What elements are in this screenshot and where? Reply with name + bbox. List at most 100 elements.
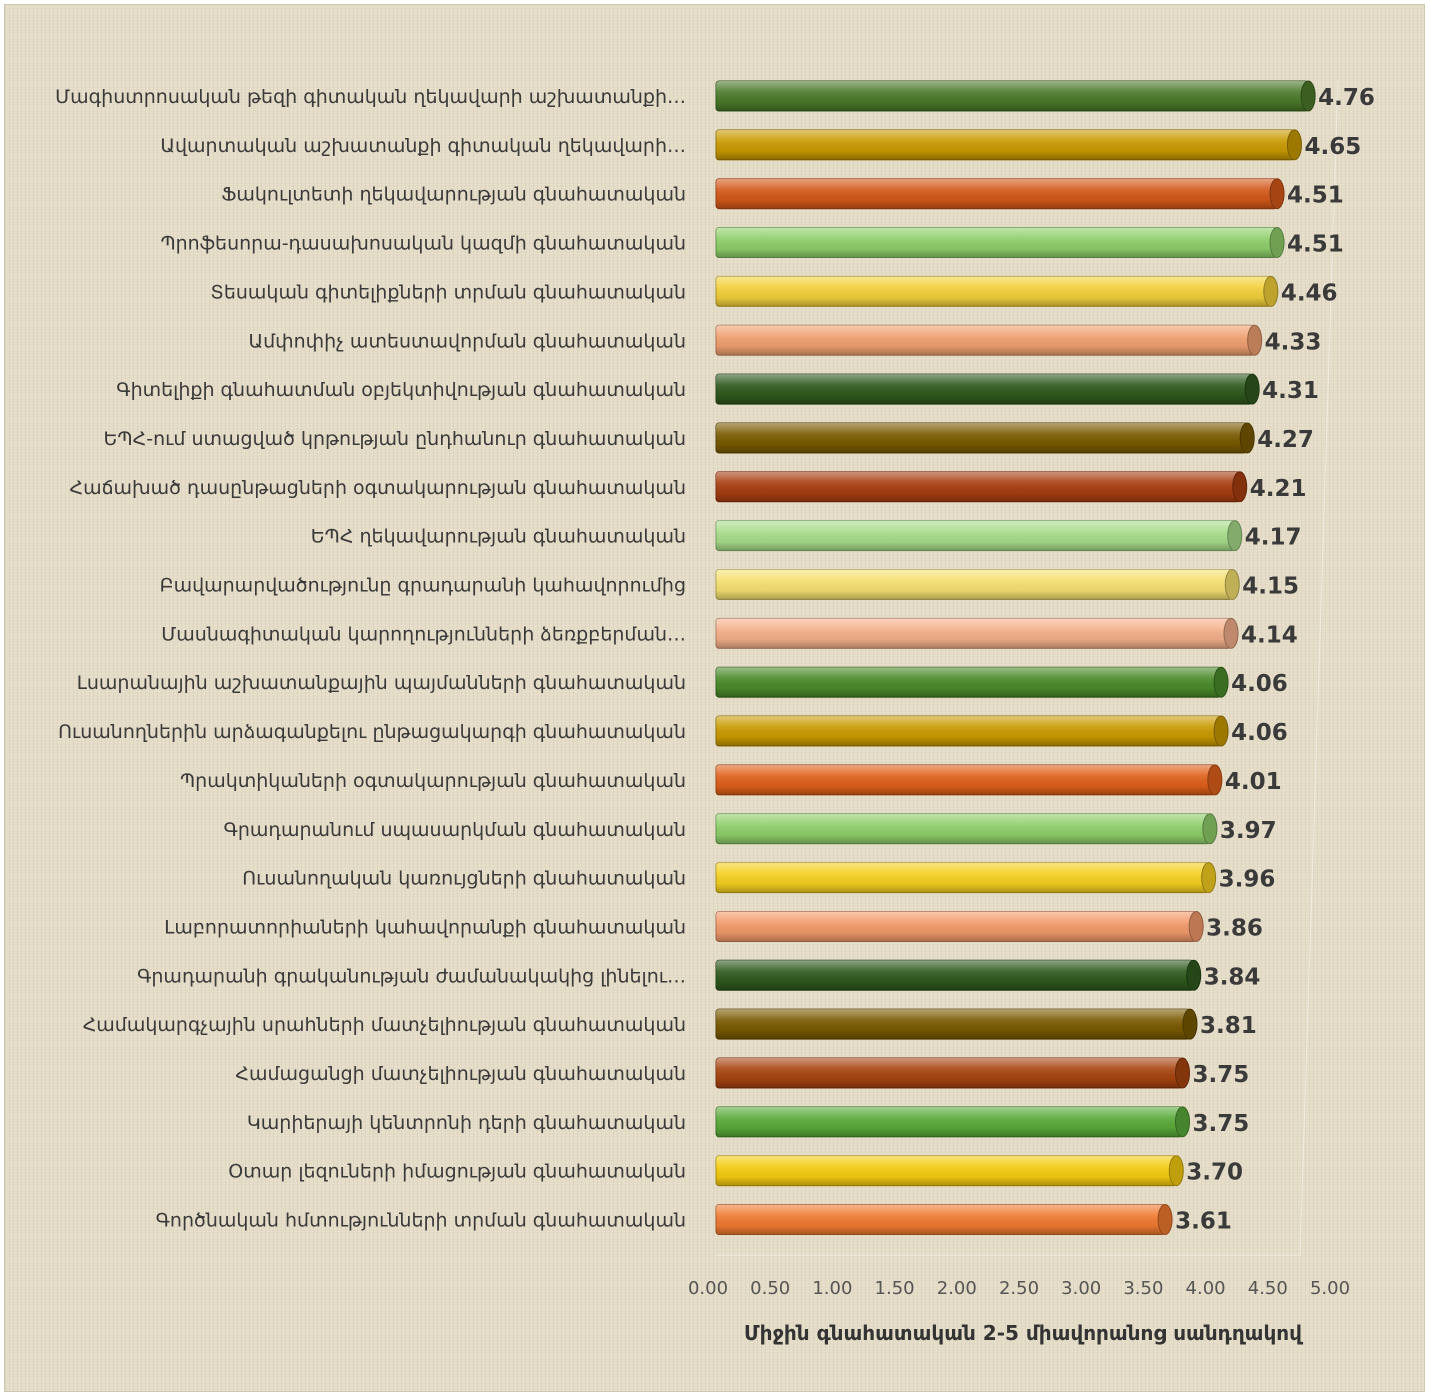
x-tick-label: 4.50 — [1248, 1278, 1288, 1299]
category-label: Մասնագիտական կարողությունների ձեռքբերման… — [161, 623, 686, 645]
x-tick-label: 2.50 — [999, 1278, 1039, 1299]
bar-sheen — [716, 520, 1235, 551]
bar — [715, 178, 1285, 210]
x-tick-label: 3.50 — [1123, 1278, 1163, 1299]
bars-group — [715, 80, 1316, 1236]
bar-cap — [1227, 520, 1243, 552]
bar-sheen — [716, 129, 1295, 160]
value-label: 4.01 — [1225, 769, 1282, 795]
bar-sheen — [716, 325, 1255, 356]
bar-cap — [1207, 764, 1223, 796]
bar-sheen — [716, 618, 1232, 649]
bar-cap — [1239, 422, 1255, 454]
plot-area-frame — [716, 79, 1339, 1256]
value-label: 3.75 — [1193, 1111, 1250, 1137]
bar-cap — [1223, 617, 1239, 649]
x-tick-label: 5.00 — [1310, 1278, 1350, 1299]
bar-sheen — [716, 667, 1222, 698]
category-label: Գործնական հմտությունների տրման գնահատակա… — [156, 1210, 686, 1232]
bar-sheen — [716, 1058, 1183, 1088]
category-label: Պրակտիկաների օգտակարության գնահատական — [180, 770, 686, 792]
bar-cap — [1213, 666, 1229, 698]
bar-cap — [1186, 959, 1202, 991]
x-tick-labels: 0.00 0.50 1.00 1.50 2.00 2.50 3.00 3.50 4.00 4.50… — [688, 1278, 1350, 1299]
value-label: 4.65 — [1304, 134, 1361, 160]
bar-sheen — [716, 422, 1248, 453]
bar — [715, 862, 1217, 894]
bar — [715, 129, 1302, 161]
bar — [715, 813, 1218, 845]
bar — [715, 520, 1243, 552]
category-label: Ֆակուլտետի ղեկավարության գնահատական — [221, 184, 686, 206]
category-label: Համակարգչային սրահների մատչելիության գնա… — [83, 1014, 686, 1036]
category-label: Լաբորատորիաների կահավորանքի գնահատական — [164, 916, 686, 938]
category-label: Ավարտական աշխատանքի գիտական ղեկավարի… — [160, 135, 686, 157]
bar-sheen — [716, 471, 1240, 502]
category-label: Ուսանողական կառույցների գնահատական — [242, 868, 686, 890]
category-label: Ամփոփիչ ատեստավորման գնահատական — [249, 330, 686, 352]
bar-cap — [1213, 715, 1229, 747]
value-labels: 4.76 4.65 4.51 4.51 4.46 4.33 4.31 4.27 4.21 4.17… — [1175, 85, 1375, 1235]
bar-sheen — [716, 960, 1194, 991]
bar — [715, 1204, 1173, 1236]
bar-sheen — [716, 81, 1309, 111]
value-label: 4.31 — [1262, 378, 1319, 404]
category-label: Բավարարվածությունը գրադարանի կահավորումի… — [160, 575, 686, 597]
bar — [715, 1155, 1184, 1187]
x-tick-label: 0.50 — [750, 1278, 790, 1299]
bar-cap — [1263, 275, 1279, 307]
x-tick-label: 4.00 — [1186, 1278, 1226, 1299]
bar — [715, 275, 1279, 307]
bar-sheen — [716, 764, 1215, 795]
value-label: 4.14 — [1241, 622, 1298, 648]
category-label: Գրադարանի գրականության ժամանակակից լինել… — [137, 965, 686, 987]
bar — [715, 666, 1229, 698]
value-label: 4.46 — [1281, 280, 1338, 306]
value-label: 4.76 — [1318, 85, 1375, 111]
category-label: Հաճախած դասընթացների օգտակարության գնահա… — [69, 477, 686, 499]
bar — [715, 1106, 1190, 1138]
bar — [715, 764, 1223, 796]
value-label: 4.15 — [1242, 574, 1299, 600]
value-label: 3.81 — [1200, 1013, 1257, 1039]
value-label: 4.06 — [1231, 671, 1288, 697]
bar-sheen — [716, 716, 1222, 747]
value-label: 3.61 — [1175, 1209, 1232, 1235]
bar-sheen — [716, 276, 1271, 307]
category-label: Լսարանային աշխատանքային պայմանների գնահա… — [77, 672, 686, 694]
bar — [715, 227, 1285, 259]
bar — [715, 373, 1260, 405]
value-label: 3.75 — [1193, 1062, 1250, 1088]
category-label: Գիտելիքի գնահատման օբյեկտիվության գնահատ… — [116, 379, 686, 401]
value-label: 4.21 — [1250, 476, 1307, 502]
bar-cap — [1175, 1057, 1190, 1089]
category-label: Տեսական գիտելիքների տրման գնահատական — [210, 281, 686, 303]
bar-sheen — [716, 1155, 1177, 1186]
category-label: ԵՊՀ ղեկավարության գնահատական — [311, 526, 686, 548]
x-tick-label: 3.00 — [1061, 1278, 1101, 1299]
bar-cap — [1232, 471, 1248, 503]
bar-cap — [1247, 324, 1263, 356]
bar — [715, 910, 1204, 942]
value-label: 4.06 — [1231, 720, 1288, 746]
bar-cap — [1157, 1204, 1173, 1236]
category-label: Պրոֆեսորա-դասախոսական կազմի գնահատական — [160, 233, 686, 255]
bar-cap — [1182, 1008, 1198, 1040]
category-label: Կարիերայի կենտրոնի դերի գնահատական — [247, 1112, 686, 1134]
bar — [715, 1008, 1198, 1040]
bar-cap — [1269, 178, 1285, 210]
bar-cap — [1202, 813, 1218, 845]
bar-cap — [1201, 862, 1217, 894]
value-label: 3.84 — [1204, 964, 1261, 990]
bar-cap — [1269, 227, 1285, 259]
bar — [715, 959, 1202, 991]
x-tick-label: 1.50 — [875, 1278, 915, 1299]
category-label: Օտար լեզուների իմացության գնահատական — [228, 1161, 686, 1183]
bar-sheen — [716, 1009, 1190, 1040]
plot-area-right-edge — [1299, 79, 1339, 1256]
value-label: 4.51 — [1287, 183, 1344, 209]
bar-cap — [1188, 910, 1204, 942]
value-label: 3.96 — [1219, 867, 1276, 893]
bar — [715, 80, 1316, 112]
